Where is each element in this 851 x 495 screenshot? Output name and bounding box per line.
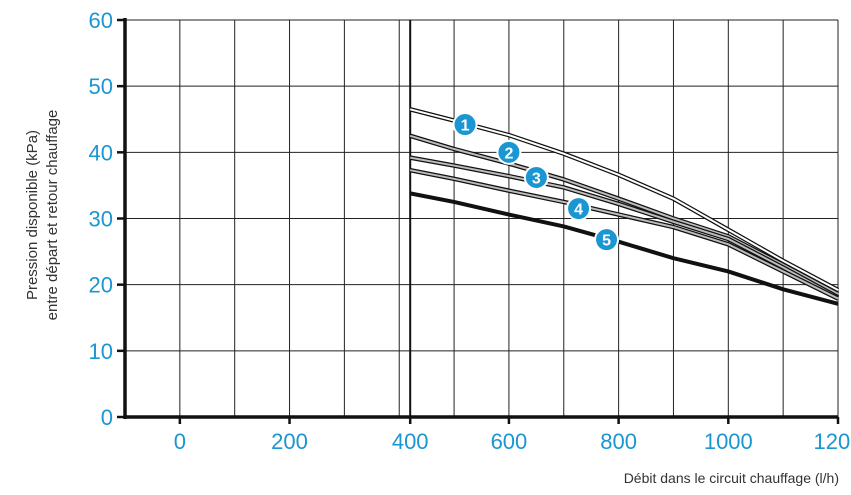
series-badge-label-3: 3 — [532, 170, 541, 187]
series-badge-2 — [496, 139, 522, 165]
series-badge-5 — [594, 227, 620, 253]
series-line-4-fill — [410, 169, 839, 300]
series-badge-label-4: 4 — [574, 202, 583, 219]
y-tick-label: 40 — [89, 140, 113, 165]
x-tick-label: 600 — [491, 429, 528, 454]
series-line-4-outline — [409, 167, 839, 301]
series-badge-1 — [452, 112, 478, 138]
series-line-3-fill — [410, 156, 839, 299]
y-tick-label: 30 — [89, 207, 113, 232]
series-badge-label-1: 1 — [461, 118, 470, 135]
chart-series-badges: 1 2 3 4 5 — [452, 112, 620, 253]
y-tick-label: 60 — [89, 8, 113, 33]
chart-series — [409, 107, 840, 306]
x-tick-label: 400 — [392, 429, 429, 454]
y-axis-label-line1: Pression disponible (kPa) — [24, 129, 41, 301]
y-tick-label: 20 — [89, 273, 113, 298]
series-badge-4 — [566, 196, 592, 222]
x-tick-label: 800 — [600, 429, 637, 454]
chart-grid — [125, 19, 839, 417]
series-line-5-outline — [409, 191, 839, 306]
y-tick-label: 0 — [101, 405, 113, 430]
x-tick-label: 200 — [271, 429, 308, 454]
y-tick-label: 10 — [89, 339, 113, 364]
y-axis-label: Pression disponible (kPa) entre départ e… — [8, 40, 78, 390]
x-axis-label: Débit dans le circuit chauffage (l/h) — [623, 470, 839, 486]
chart-ticks: 0102030405060020040060080010001200 — [89, 8, 851, 454]
series-badge-label-5: 5 — [602, 233, 611, 250]
y-tick-label: 50 — [89, 74, 113, 99]
series-badge-3 — [523, 164, 549, 190]
series-line-2-fill — [409, 134, 839, 295]
x-tick-label: 1000 — [704, 429, 753, 454]
x-tick-label: 1200 — [814, 429, 851, 454]
x-tick-label: 0 — [174, 429, 186, 454]
series-badge-label-2: 2 — [504, 145, 513, 162]
y-axis-label-line2: entre départ et retour chauffage — [44, 109, 61, 321]
